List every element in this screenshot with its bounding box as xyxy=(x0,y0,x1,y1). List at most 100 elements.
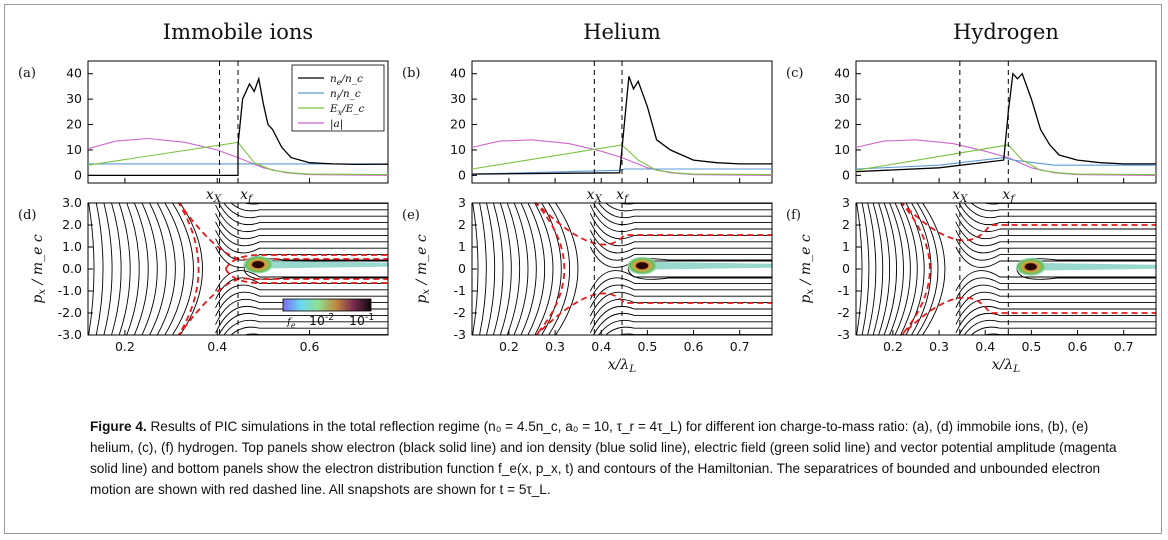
bottom-xlabel: x/λL xyxy=(608,357,637,375)
separatrix-inner xyxy=(224,254,388,284)
separatrix-upper xyxy=(535,203,772,246)
contour-line xyxy=(215,213,388,240)
contour-line xyxy=(215,305,388,334)
x-tick-label: 0.2 xyxy=(499,339,519,354)
contour-line xyxy=(955,291,1156,317)
y-tick-label: -2 xyxy=(838,305,850,320)
xf-label: xf xyxy=(240,187,254,205)
contour-line xyxy=(179,203,203,335)
legend-entry: Ex/E_c xyxy=(329,103,365,117)
contour-line xyxy=(856,203,863,335)
contour-line xyxy=(118,203,131,335)
y-tick-label: 10 xyxy=(66,142,82,157)
y-tick-label: 20 xyxy=(834,117,850,132)
y-tick-label: 40 xyxy=(450,66,466,81)
colorbar-bar xyxy=(282,298,372,312)
contour-line xyxy=(589,284,772,308)
xf-label: xf xyxy=(1002,187,1016,205)
contour-line xyxy=(103,203,113,335)
x-tick-label: 0.7 xyxy=(1114,339,1134,354)
contour-line xyxy=(110,203,122,335)
bottom-panel-label: (f) xyxy=(786,208,801,223)
series-line-nenc xyxy=(472,76,772,175)
contour-line xyxy=(955,277,1156,300)
contour-line xyxy=(88,203,95,335)
y-tick-label: 40 xyxy=(66,66,82,81)
contour-line xyxy=(141,203,158,335)
series-line-ninc xyxy=(856,157,1156,170)
distribution-core xyxy=(252,261,265,269)
contour-line xyxy=(492,203,504,335)
figure-frame: Immobile ions (a) 0 10 20 30 40 xX xf ne/n_c ni/n_… xyxy=(4,4,1162,534)
contour-line xyxy=(215,204,388,233)
legend-box xyxy=(291,64,385,132)
y-tick-label: 3.0 xyxy=(62,195,82,210)
separatrix-left xyxy=(177,203,200,335)
y-tick-label: 2 xyxy=(458,217,466,232)
contour-line xyxy=(970,203,1156,212)
y-tick-label: 20 xyxy=(450,117,466,132)
contour-line xyxy=(872,203,884,335)
x-tick-label: 0.6 xyxy=(1068,339,1088,354)
legend-entry: |a| xyxy=(330,118,343,131)
x-tick-label: 0.4 xyxy=(975,339,995,354)
contour-line xyxy=(921,203,946,335)
contour-line xyxy=(215,230,388,254)
contour-line xyxy=(955,230,1156,254)
contour-line xyxy=(534,203,554,335)
contour-line xyxy=(593,312,772,335)
y-tick-label: 3 xyxy=(842,195,850,210)
y-tick-label: 40 xyxy=(834,66,850,81)
contour-line xyxy=(472,203,479,335)
contour-line xyxy=(215,270,388,292)
contour-line xyxy=(955,284,1156,308)
colorbar: fe 10-2 10-1 xyxy=(282,298,374,330)
contour-line xyxy=(878,203,891,335)
contour-line xyxy=(889,203,904,335)
legend-entry: ne/n_c xyxy=(330,73,363,87)
contour-line xyxy=(883,203,897,335)
column-title: Helium xyxy=(583,20,661,44)
panel-column-1: Immobile ions (a) 0 10 20 30 40 xX xf ne/n_cni/n_… xyxy=(18,20,389,354)
x-tick-label: 0.6 xyxy=(684,339,704,354)
y-tick-label: -1 xyxy=(838,283,850,298)
contour-line xyxy=(548,203,570,335)
contour-line xyxy=(223,203,388,219)
contour-line xyxy=(916,203,939,335)
contour-line xyxy=(970,326,1156,335)
contour-line xyxy=(479,203,487,335)
contour-line xyxy=(126,203,140,335)
contour-line xyxy=(230,203,388,212)
contour-line xyxy=(589,230,772,254)
contour-line xyxy=(956,163,1160,197)
contour-line xyxy=(589,298,772,325)
contour-line xyxy=(485,203,496,335)
hamiltonian-contours xyxy=(88,203,388,335)
x-tick-label: 0.4 xyxy=(207,339,227,354)
contour-line xyxy=(589,238,772,261)
contour-line xyxy=(541,203,562,335)
contour-line xyxy=(955,204,1156,233)
contour-line xyxy=(867,203,877,335)
contour-line xyxy=(589,204,772,233)
y-tick-label: -3 xyxy=(838,327,850,342)
y-tick-label: -1.0 xyxy=(58,283,82,298)
separatrix-lower xyxy=(535,292,772,335)
separatrix-left xyxy=(534,203,566,335)
y-tick-label: 10 xyxy=(834,142,850,157)
contour-line xyxy=(589,277,772,300)
contour-line xyxy=(506,203,521,335)
xX-label: xX xyxy=(587,187,603,205)
y-tick-label: 30 xyxy=(834,91,850,106)
series-line-nenc xyxy=(856,72,1156,173)
contour-line xyxy=(963,319,1156,335)
series-line-nenc xyxy=(88,76,388,177)
top-plot-frame xyxy=(855,60,1157,184)
contour-line xyxy=(598,319,772,335)
x-tick-label: 0.3 xyxy=(545,339,565,354)
contour-line xyxy=(554,203,579,335)
caption-label: Figure 4. xyxy=(90,419,147,434)
y-tick-label: 20 xyxy=(66,117,82,132)
y-tick-label: -2.0 xyxy=(58,305,82,320)
